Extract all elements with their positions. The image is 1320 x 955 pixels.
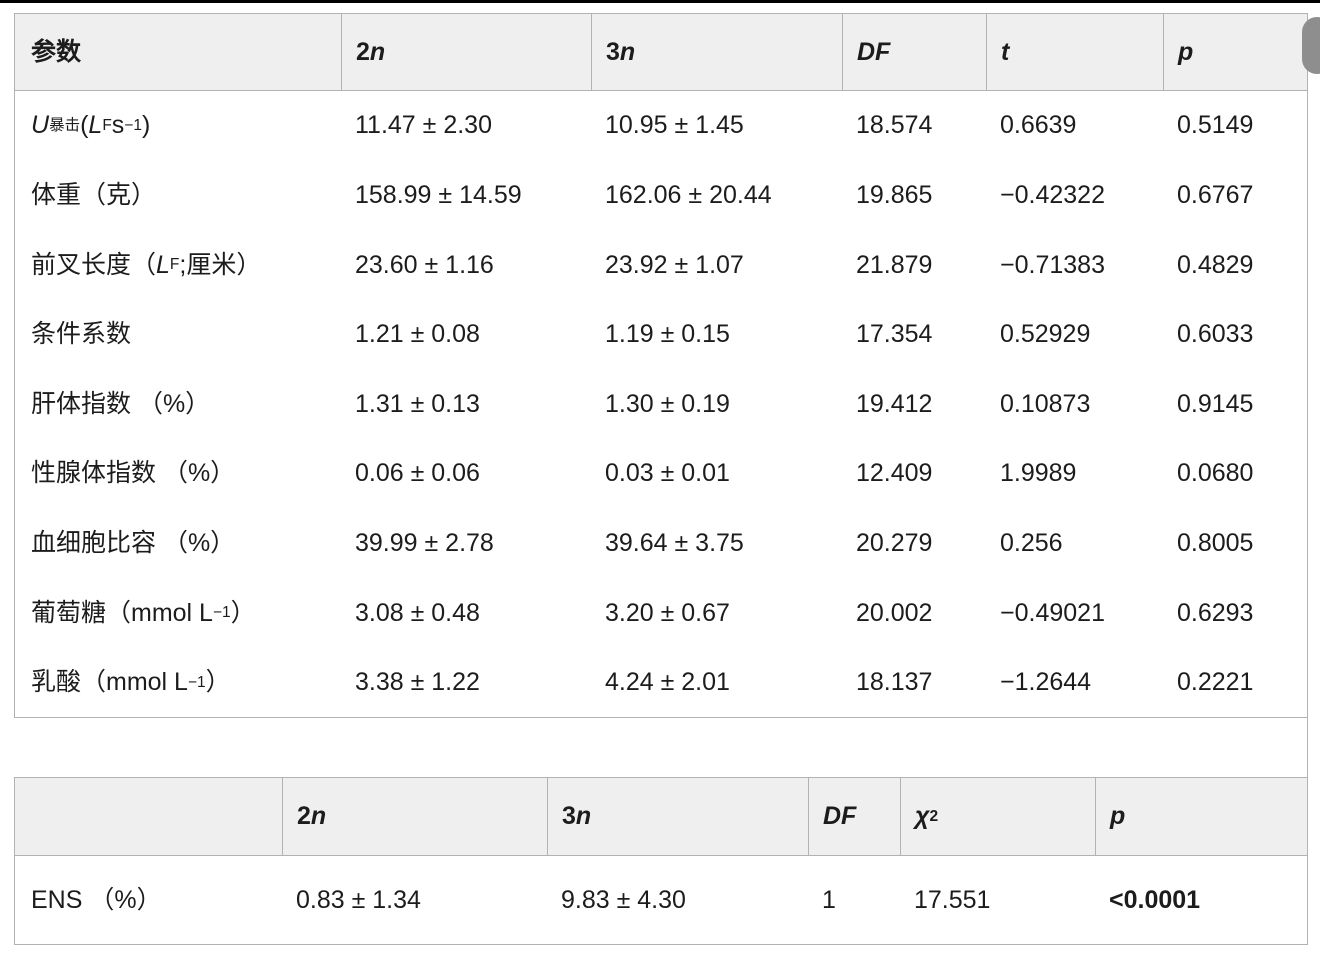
table-cell: 19.865 [856, 181, 933, 210]
table-cell: 0.0680 [1177, 459, 1254, 488]
table-cell: −0.42322 [1000, 181, 1105, 210]
row-label: 肝体指数 （%） [31, 389, 211, 418]
table-cell: 0.6767 [1177, 181, 1254, 210]
table-row-gonadosomatic-index: 性腺体指数 （%） 0.06 ± 0.06 0.03 ± 0.01 12.409… [15, 439, 1307, 509]
top-border-bar [0, 0, 1320, 3]
table-cell: 20.002 [856, 598, 933, 627]
header-param: 参数 [31, 37, 82, 66]
table-cell-significant-p: <0.0001 [1109, 885, 1201, 914]
row-label: 条件系数 [31, 320, 132, 349]
table-cell: 0.06 ± 0.06 [355, 459, 480, 488]
table-cell: 0.6293 [1177, 598, 1254, 627]
row-label: 乳酸（mmol L −1） [31, 668, 231, 697]
row-label: 葡萄糖（mmol L −1） [31, 598, 256, 627]
table-cell: 0.9145 [1177, 389, 1254, 418]
table-cell: 0.4829 [1177, 250, 1254, 279]
header-t: t [986, 14, 1163, 90]
table-cell: 12.409 [856, 459, 933, 488]
table-cell: 0.83 ± 1.34 [296, 885, 421, 914]
table-row-fork-length: 前叉长度（ L F ;厘米） 23.60 ± 1.16 23.92 ± 1.07 21… [15, 230, 1307, 300]
vertical-scrollbar-thumb[interactable] [1302, 17, 1320, 74]
table-cell: 1.21 ± 0.08 [355, 320, 480, 349]
table-cell: 3.08 ± 0.48 [355, 598, 480, 627]
table-cell: 20.279 [856, 528, 933, 557]
table-cell: 0.52929 [1000, 320, 1091, 349]
table-cell: 0.10873 [1000, 389, 1091, 418]
table-row-hematocrit: 血细胞比容 （%） 39.99 ± 2.78 39.64 ± 3.75 20.2… [15, 509, 1307, 579]
table-cell: 1.30 ± 0.19 [605, 389, 730, 418]
table-cell: 0.6033 [1177, 320, 1254, 349]
table-cell: 23.60 ± 1.16 [355, 250, 494, 279]
table-row-body-mass: 体重（克） 158.99 ± 14.59 162.06 ± 20.44 19.8… [15, 161, 1307, 231]
row-label: 前叉长度（ L F ;厘米） [31, 250, 262, 279]
header-df: DF [808, 778, 900, 855]
table-cell: 0.256 [1000, 528, 1063, 557]
table-cell: 1.9989 [1000, 459, 1077, 488]
table-cell: 162.06 ± 20.44 [605, 181, 772, 210]
header-df: DF [842, 14, 986, 90]
table-cell: 158.99 ± 14.59 [355, 181, 522, 210]
table-cell: 17.354 [856, 320, 933, 349]
header-p: p [1163, 14, 1307, 90]
row-label: 体重（克） [31, 181, 157, 210]
table-cell: 39.64 ± 3.75 [605, 528, 744, 557]
header-empty [15, 778, 282, 855]
table-cell: 17.551 [914, 885, 991, 914]
table-cell: 19.412 [856, 389, 933, 418]
table-cell: 18.574 [856, 111, 933, 140]
table-row-glucose: 葡萄糖（mmol L −1） 3.08 ± 0.48 3.20 ± 0.67 20… [15, 578, 1307, 648]
table-cell: −0.71383 [1000, 250, 1105, 279]
table-cell: 1.31 ± 0.13 [355, 389, 480, 418]
table-cell: 3.38 ± 1.22 [355, 668, 480, 697]
table-row-lactate: 乳酸（mmol L −1） 3.38 ± 1.22 4.24 ± 2.01 18.… [15, 648, 1307, 718]
table-cell: 3.20 ± 0.67 [605, 598, 730, 627]
table-cell: 1.19 ± 0.15 [605, 320, 730, 349]
table-cell: 0.5149 [1177, 111, 1254, 140]
table-cell: −1.2644 [1000, 668, 1092, 697]
table-cell: 0.03 ± 0.01 [605, 459, 730, 488]
table-row-ens: ENS （%） 0.83 ± 1.34 9.83 ± 4.30 1 17.551… [15, 856, 1307, 944]
table-cell: 0.8005 [1177, 528, 1254, 557]
row-label: ENS （%） [31, 885, 162, 914]
row-label: 血细胞比容 （%） [31, 528, 236, 557]
table-cell: 11.47 ± 2.30 [355, 111, 492, 140]
header-p: p [1095, 778, 1307, 855]
table-cell: 23.92 ± 1.07 [605, 250, 744, 279]
table-cell: 39.99 ± 2.78 [355, 528, 494, 557]
table-cell: 9.83 ± 4.30 [561, 885, 686, 914]
table-cell: 21.879 [856, 250, 933, 279]
table-cell: 0.2221 [1177, 668, 1254, 697]
table-cell: 18.137 [856, 668, 933, 697]
table-row-hepatosomatic-index: 肝体指数 （%） 1.31 ± 0.13 1.30 ± 0.19 19.412 … [15, 369, 1307, 439]
table-cell: 0.6639 [1000, 111, 1077, 140]
table-cell: −0.49021 [1000, 598, 1105, 627]
row-label: 性腺体指数 （%） [31, 459, 236, 488]
table-cell: 10.95 ± 1.45 [605, 111, 744, 140]
table-cell: 4.24 ± 2.01 [605, 668, 730, 697]
table-row-condition-factor: 条件系数 1.21 ± 0.08 1.19 ± 0.15 17.354 0.52… [15, 300, 1307, 370]
table-cell: 1 [822, 885, 836, 914]
